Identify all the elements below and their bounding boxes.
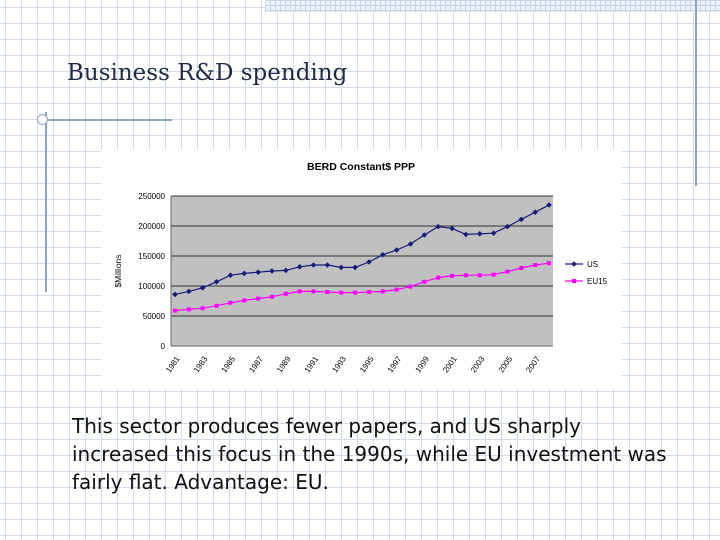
data-point bbox=[228, 300, 233, 305]
x-tick-label: 1985 bbox=[220, 354, 238, 374]
data-point bbox=[296, 264, 303, 270]
decoration-circle bbox=[37, 114, 48, 125]
data-point bbox=[186, 307, 191, 312]
data-point bbox=[394, 287, 399, 292]
top-decoration-band bbox=[265, 0, 720, 12]
data-point bbox=[339, 290, 344, 295]
data-point bbox=[256, 296, 261, 301]
berd-chart: BERD Constant$ PPP 0 50000 100000 150000 200… bbox=[101, 150, 621, 388]
legend: US EU15 bbox=[565, 260, 608, 286]
x-tick-label: 1989 bbox=[275, 354, 293, 374]
y-tick-label: 100000 bbox=[138, 282, 165, 291]
data-point bbox=[505, 269, 510, 274]
legend-label-eu15: EU15 bbox=[587, 277, 608, 286]
right-decoration-line bbox=[695, 0, 697, 186]
data-point bbox=[283, 291, 288, 296]
data-point bbox=[435, 223, 441, 230]
gridlines bbox=[170, 195, 553, 347]
data-point bbox=[310, 262, 317, 268]
data-point bbox=[519, 266, 524, 270]
data-point bbox=[463, 273, 468, 278]
data-point bbox=[546, 202, 552, 208]
data-point bbox=[504, 223, 511, 230]
x-tick-label: 2001 bbox=[441, 354, 459, 374]
data-point bbox=[547, 261, 551, 266]
data-point bbox=[200, 306, 205, 311]
data-point bbox=[393, 247, 400, 253]
data-point bbox=[436, 275, 441, 280]
data-point bbox=[242, 298, 247, 303]
data-point bbox=[269, 268, 275, 274]
data-point bbox=[422, 279, 427, 284]
data-point bbox=[518, 216, 525, 223]
data-point bbox=[283, 267, 289, 274]
slide-body-text: This sector produces fewer papers, and U… bbox=[72, 414, 667, 494]
data-point bbox=[214, 303, 219, 308]
data-point bbox=[477, 273, 482, 278]
left-decoration-line bbox=[45, 112, 47, 292]
y-axis-ticks: 0 50000 100000 150000 200000 250000 bbox=[138, 192, 165, 351]
chart-svg: BERD Constant$ PPP 0 50000 100000 150000 200… bbox=[113, 161, 608, 374]
data-point bbox=[324, 262, 331, 268]
data-point bbox=[532, 209, 538, 215]
plot-area bbox=[171, 196, 553, 346]
y-tick-label: 150000 bbox=[138, 252, 165, 261]
y-tick-label: 200000 bbox=[138, 222, 165, 231]
legend-label-us: US bbox=[587, 260, 598, 269]
x-axis-ticks: 1981 1983 1985 1987 1989 1991 1993 1995 1997 1999… bbox=[164, 354, 542, 374]
x-tick-label: 1997 bbox=[386, 354, 404, 374]
data-point bbox=[269, 294, 274, 299]
data-point bbox=[297, 289, 302, 294]
data-point bbox=[366, 290, 371, 294]
x-tick-label: 2007 bbox=[524, 354, 542, 374]
x-tick-label: 1983 bbox=[192, 354, 210, 374]
x-tick-label: 1999 bbox=[413, 354, 431, 374]
data-point bbox=[172, 291, 178, 298]
data-point bbox=[353, 290, 358, 295]
data-point bbox=[491, 272, 496, 277]
data-point bbox=[449, 225, 455, 232]
legend-marker bbox=[571, 261, 577, 267]
data-point bbox=[325, 290, 330, 294]
data-point bbox=[173, 308, 177, 313]
series-line-us bbox=[174, 204, 550, 295]
y-tick-label: 0 bbox=[161, 342, 166, 351]
data-point bbox=[380, 289, 385, 294]
x-tick-label: 2003 bbox=[469, 354, 487, 374]
data-point bbox=[421, 232, 428, 238]
data-point bbox=[213, 279, 220, 285]
data-point bbox=[311, 289, 316, 294]
data-point bbox=[366, 259, 372, 265]
x-tick-label: 1981 bbox=[164, 354, 182, 374]
legend-marker bbox=[572, 279, 576, 283]
x-tick-label: 1987 bbox=[247, 354, 265, 374]
x-tick-label: 1995 bbox=[358, 354, 376, 374]
y-tick-label: 50000 bbox=[143, 312, 166, 321]
data-point bbox=[408, 284, 413, 289]
y-tick-label: 250000 bbox=[138, 192, 165, 201]
y-axis-label: $Millions bbox=[113, 254, 123, 287]
series-line-eu15 bbox=[174, 262, 550, 312]
data-point bbox=[463, 231, 469, 238]
data-point bbox=[199, 285, 206, 291]
data-point bbox=[450, 273, 455, 278]
x-tick-label: 1991 bbox=[303, 354, 321, 374]
x-tick-label: 1993 bbox=[330, 354, 348, 374]
data-point bbox=[533, 263, 538, 267]
slide-title: Business R&D spending bbox=[67, 60, 348, 86]
data-point bbox=[338, 264, 345, 271]
x-tick-label: 2005 bbox=[497, 354, 515, 374]
data-point bbox=[407, 241, 414, 247]
chart-title: BERD Constant$ PPP bbox=[307, 161, 415, 173]
title-underline-decoration bbox=[40, 119, 172, 121]
